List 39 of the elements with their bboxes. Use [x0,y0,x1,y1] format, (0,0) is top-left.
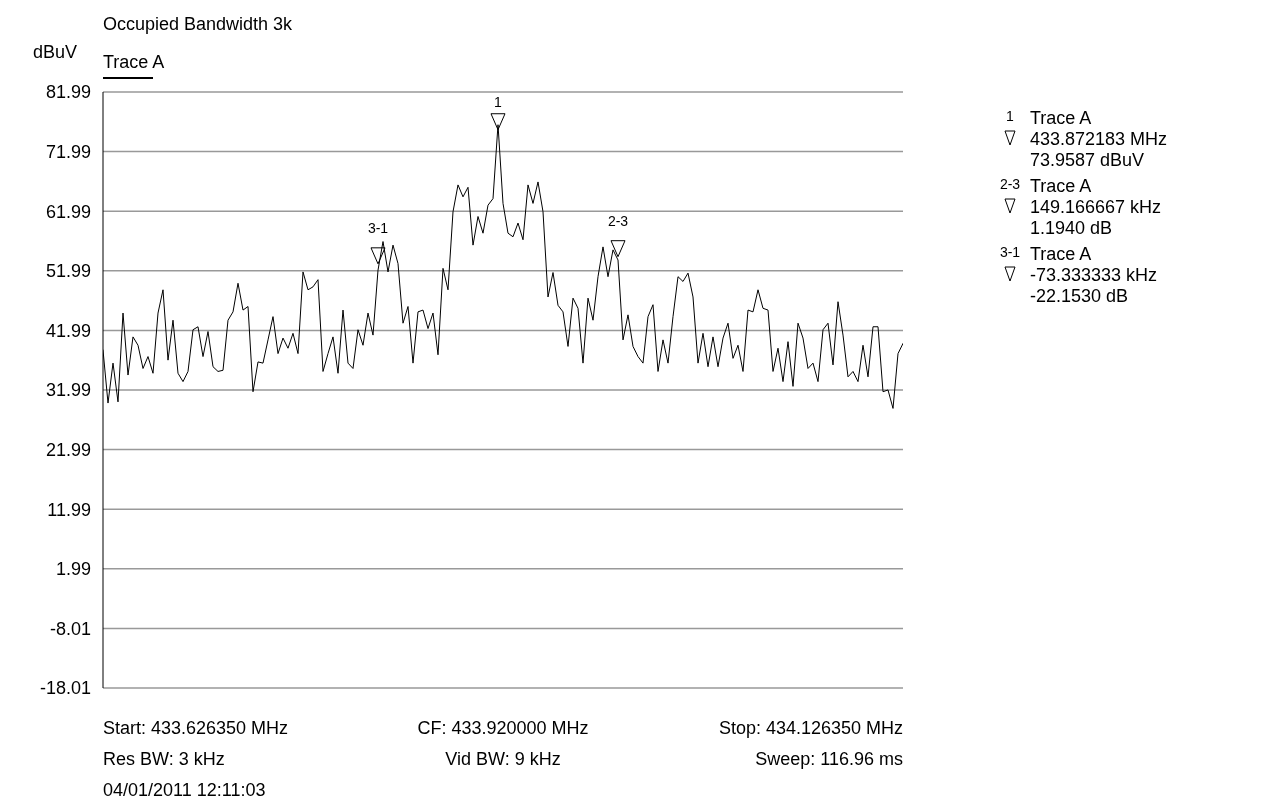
text: 1 [1006,108,1014,124]
y-tick-label: 21.99 [45,439,91,460]
text: Stop: 434.126350 MHz [718,718,903,739]
point [370,247,386,265]
point [490,113,506,131]
text: 2-3 [999,176,1021,192]
text: 3-1 [999,244,1021,260]
text: Sweep: 116.96 ms [755,749,903,770]
text: -73.333333 kHz [1030,265,1158,286]
text: 433.872183 MHz [1030,129,1168,150]
point [610,240,626,258]
text: Res BW: 3 kHz [103,749,225,770]
text: Vid BW: 9 kHz [445,749,561,770]
text: 149.166667 kHz [1030,197,1162,218]
text: Start: 433.626350 MHz [103,718,289,739]
text: CF: 433.920000 MHz [417,718,589,739]
y-axis-title: dBuV [33,42,78,63]
text: 73.9587 dBuV [1030,150,1145,171]
text: Trace A [103,52,165,73]
y-tick-label: -8.01 [49,618,91,639]
y-tick-label: 61.99 [45,201,91,222]
text: 1.1940 dB [1030,218,1113,239]
y-tick-label: 51.99 [45,261,91,282]
text: 04/01/2011 12:11:03 [103,780,266,801]
y-tick-label: 31.99 [45,380,91,401]
annotation: 2-3 [607,212,629,229]
text: Trace A [1030,244,1092,265]
y-tick-label: 1.99 [55,559,91,580]
y-tick-label: 11.99 [47,499,91,520]
text: Trace A [1030,176,1092,197]
annotation: 1 [494,94,503,110]
annotation: 3-1 [367,219,389,236]
chart-title: Occupied Bandwidth 3k [103,14,293,35]
y-tick-label: -18.01 [39,678,91,699]
text: -22.1530 dB [1030,286,1129,307]
y-tick-label: 71.99 [45,141,91,162]
text: Trace A [1030,108,1092,129]
y-tick-label: 41.99 [45,320,91,341]
y-tick-label: 81.99 [45,82,91,103]
